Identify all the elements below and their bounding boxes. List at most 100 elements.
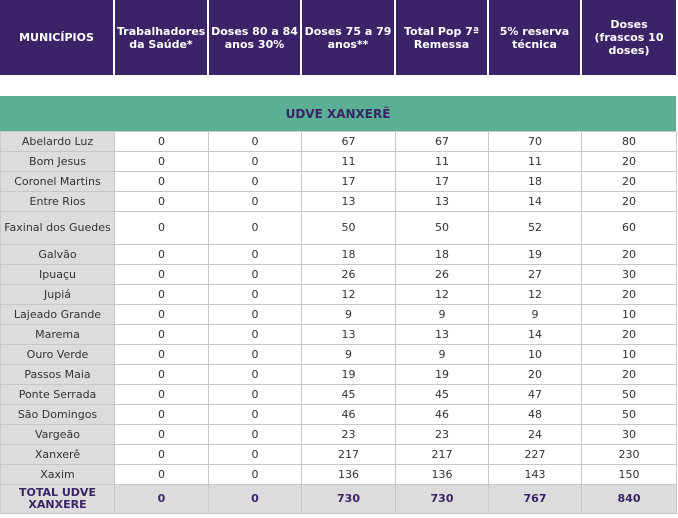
value-cell: 67	[301, 131, 396, 152]
value-cell: 0	[114, 324, 209, 345]
value-cell: 0	[114, 344, 209, 365]
value-cell: 0	[208, 344, 302, 365]
total-row: TOTAL UDVE XANXERE 0 0 730 730 767 840	[0, 484, 677, 514]
value-cell: 26	[301, 264, 396, 285]
value-cell: 14	[488, 324, 582, 345]
value-cell: 0	[208, 444, 302, 465]
table-row: Faxinal dos Guedes 0 0 50 50 52 60	[0, 211, 677, 245]
value-cell: 26	[395, 264, 489, 285]
table-row: Lajeado Grande 0 0 9 9 9 10	[0, 304, 677, 325]
value-cell: 20	[581, 324, 677, 345]
value-cell: 67	[395, 131, 489, 152]
value-cell: 19	[395, 364, 489, 385]
table-row: Ipuaçu 0 0 26 26 27 30	[0, 264, 677, 285]
value-cell: 0	[114, 484, 209, 514]
value-cell: 0	[208, 264, 302, 285]
value-cell: 20	[581, 364, 677, 385]
value-cell: 840	[581, 484, 677, 514]
value-cell: 50	[301, 211, 396, 245]
value-cell: 0	[114, 264, 209, 285]
value-cell: 9	[488, 304, 582, 325]
value-cell: 18	[395, 244, 489, 265]
col-header-doses-frascos: Doses (frascos 10 doses)	[580, 0, 676, 75]
municipio-cell: Faxinal dos Guedes	[0, 211, 115, 245]
value-cell: 0	[208, 244, 302, 265]
value-cell: 12	[301, 284, 396, 305]
value-cell: 0	[114, 464, 209, 485]
municipio-cell: Lajeado Grande	[0, 304, 115, 325]
value-cell: 136	[301, 464, 396, 485]
value-cell: 767	[488, 484, 582, 514]
value-cell: 0	[114, 364, 209, 385]
value-cell: 730	[395, 484, 489, 514]
value-cell: 13	[301, 191, 396, 212]
value-cell: 730	[301, 484, 396, 514]
value-cell: 48	[488, 404, 582, 425]
value-cell: 9	[395, 304, 489, 325]
value-cell: 52	[488, 211, 582, 245]
value-cell: 0	[114, 304, 209, 325]
value-cell: 10	[581, 304, 677, 325]
municipio-cell: Entre Rios	[0, 191, 115, 212]
value-cell: 12	[488, 284, 582, 305]
value-cell: 0	[114, 131, 209, 152]
value-cell: 230	[581, 444, 677, 465]
value-cell: 46	[301, 404, 396, 425]
data-table: Abelardo Luz 0 0 67 67 70 80 Bom Jesus 0 0 11 11 11 2…	[0, 131, 677, 514]
value-cell: 217	[301, 444, 396, 465]
value-cell: 19	[488, 244, 582, 265]
value-cell: 45	[301, 384, 396, 405]
municipio-cell: Vargeão	[0, 424, 115, 445]
value-cell: 50	[581, 384, 677, 405]
value-cell: 17	[301, 171, 396, 192]
value-cell: 13	[395, 324, 489, 345]
municipio-cell: Xanxerê	[0, 444, 115, 465]
value-cell: 136	[395, 464, 489, 485]
municipio-cell: Passos Maia	[0, 364, 115, 385]
value-cell: 143	[488, 464, 582, 485]
value-cell: 0	[114, 444, 209, 465]
municipio-cell: Coronel Martins	[0, 171, 115, 192]
table-row: Xaxim 0 0 136 136 143 150	[0, 464, 677, 485]
value-cell: 30	[581, 424, 677, 445]
value-cell: 20	[581, 171, 677, 192]
col-header-reserva: 5% reserva técnica	[487, 0, 581, 75]
municipio-cell: Ponte Serrada	[0, 384, 115, 405]
col-header-doses-75-79: Doses 75 a 79 anos**	[300, 0, 395, 75]
col-header-total-pop: Total Pop 7ª Remessa	[394, 0, 488, 75]
value-cell: 0	[208, 364, 302, 385]
value-cell: 0	[208, 384, 302, 405]
municipio-cell: TOTAL UDVE XANXERE	[0, 484, 115, 514]
value-cell: 0	[208, 424, 302, 445]
value-cell: 70	[488, 131, 582, 152]
value-cell: 9	[395, 344, 489, 365]
value-cell: 13	[301, 324, 396, 345]
value-cell: 80	[581, 131, 677, 152]
municipio-cell: Ipuaçu	[0, 264, 115, 285]
municipio-cell: Marema	[0, 324, 115, 345]
value-cell: 0	[114, 191, 209, 212]
value-cell: 18	[301, 244, 396, 265]
value-cell: 0	[208, 284, 302, 305]
table-header: MUNICÍPIOS Trabalhadores da Saúde* Doses…	[0, 0, 676, 75]
value-cell: 23	[395, 424, 489, 445]
value-cell: 0	[114, 384, 209, 405]
municipio-cell: Bom Jesus	[0, 151, 115, 172]
col-header-doses-80-84: Doses 80 a 84 anos 30%	[207, 0, 301, 75]
value-cell: 0	[208, 171, 302, 192]
value-cell: 0	[114, 424, 209, 445]
value-cell: 20	[581, 151, 677, 172]
table-row: Abelardo Luz 0 0 67 67 70 80	[0, 131, 677, 152]
value-cell: 13	[395, 191, 489, 212]
value-cell: 12	[395, 284, 489, 305]
value-cell: 0	[114, 284, 209, 305]
value-cell: 0	[208, 484, 302, 514]
value-cell: 10	[581, 344, 677, 365]
col-header-municipios: MUNICÍPIOS	[0, 0, 114, 75]
col-header-trabalhadores: Trabalhadores da Saúde*	[113, 0, 208, 75]
region-title: UDVE XANXERÊ	[0, 96, 676, 131]
table-row: Vargeão 0 0 23 23 24 30	[0, 424, 677, 445]
value-cell: 60	[581, 211, 677, 245]
municipio-cell: Ouro Verde	[0, 344, 115, 365]
table-row: Ponte Serrada 0 0 45 45 47 50	[0, 384, 677, 405]
